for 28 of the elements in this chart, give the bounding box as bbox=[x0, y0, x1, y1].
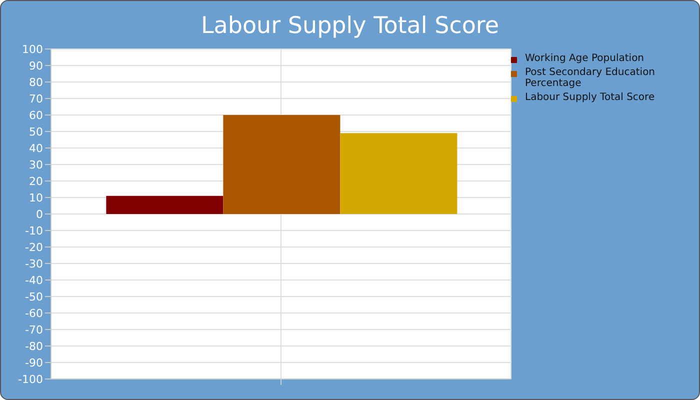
y-tick-label: 60 bbox=[29, 108, 43, 122]
y-tick-label: 50 bbox=[29, 125, 43, 138]
y-tick-label: -100 bbox=[18, 372, 43, 386]
y-tick-label: 20 bbox=[29, 174, 43, 188]
y-tick-label: 70 bbox=[29, 92, 43, 106]
legend-label: Labour Supply Total Score bbox=[525, 92, 655, 103]
y-tick-label: 30 bbox=[29, 158, 43, 172]
y-tick-label: 0 bbox=[36, 208, 43, 221]
y-tick-label: -60 bbox=[25, 306, 43, 320]
y-tick-label: 80 bbox=[29, 76, 43, 89]
y-tick-label: -70 bbox=[25, 323, 43, 336]
y-tick-label: 10 bbox=[29, 191, 43, 204]
y-tick-label: -10 bbox=[25, 224, 43, 238]
y-tick-label: -80 bbox=[25, 340, 43, 353]
y-tick-label: 40 bbox=[29, 142, 43, 155]
y-tick-label: 90 bbox=[29, 59, 43, 72]
bar bbox=[340, 133, 458, 214]
y-tick-label: -40 bbox=[25, 274, 43, 287]
y-tick-label: -90 bbox=[25, 356, 43, 370]
legend-label: Post Secondary Education Percentage bbox=[525, 67, 656, 89]
y-tick-label: -50 bbox=[25, 290, 43, 304]
bar bbox=[223, 115, 340, 214]
y-tick-label: -30 bbox=[25, 257, 43, 270]
y-tick-label: 100 bbox=[22, 42, 43, 56]
y-tick-label: -20 bbox=[25, 240, 43, 254]
chart-title: Labour Supply Total Score bbox=[200, 13, 500, 39]
bar bbox=[106, 196, 224, 214]
legend-label: Working Age Population bbox=[525, 53, 644, 64]
